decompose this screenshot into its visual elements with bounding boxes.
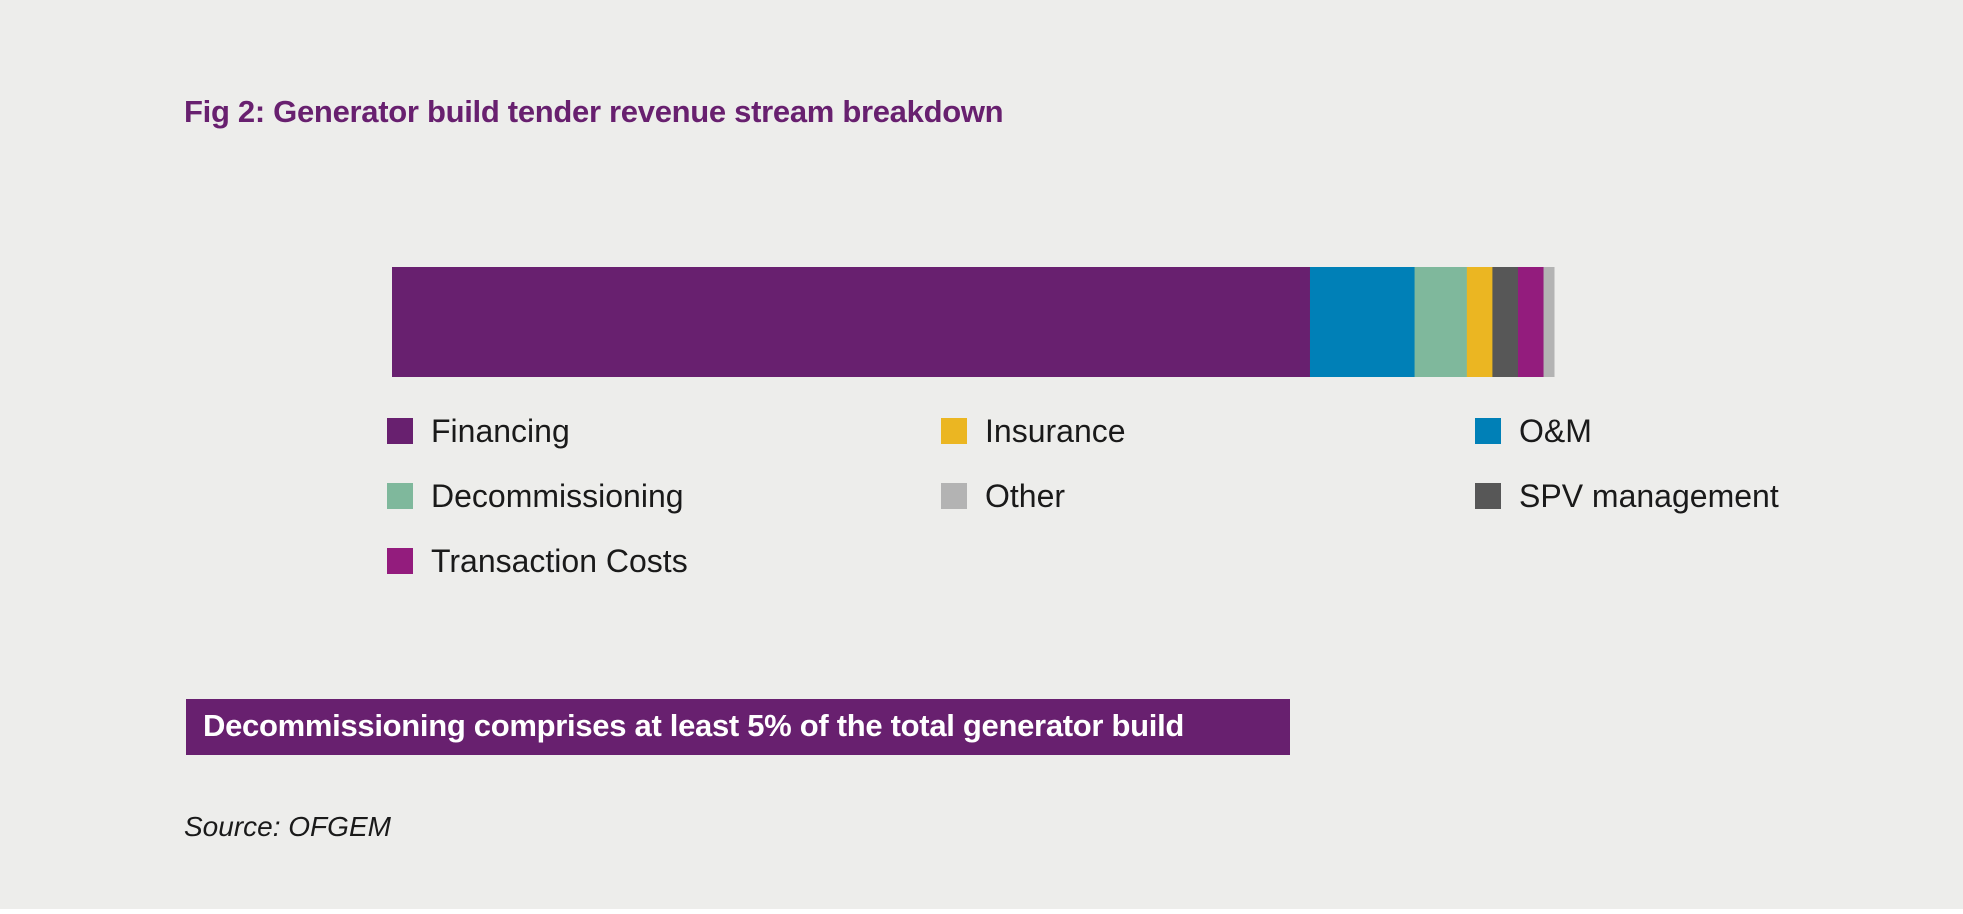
legend-item-spv-management: SPV management	[1475, 476, 1779, 516]
legend-item-decommissioning: Decommissioning	[387, 476, 684, 516]
legend-swatch-transaction-costs	[387, 548, 413, 574]
legend-item-transaction-costs: Transaction Costs	[387, 541, 688, 581]
legend-label-other: Other	[985, 477, 1066, 514]
bar-segment-other	[1543, 267, 1555, 377]
bar-segment-insurance	[1466, 267, 1493, 377]
legend-label-decommissioning: Decommissioning	[431, 477, 684, 514]
bar-segment-spv-management	[1492, 267, 1519, 377]
source-note: Source: OFGEM	[184, 811, 391, 842]
legend-item-o-m: O&M	[1475, 411, 1592, 451]
legend-swatch-other	[941, 483, 967, 509]
legend-label-financing: Financing	[431, 412, 570, 449]
bar-segment-financing	[392, 267, 1311, 377]
legend-swatch-o-m	[1475, 418, 1501, 444]
chart-title: Fig 2: Generator build tender revenue st…	[184, 94, 1004, 129]
legend-item-insurance: Insurance	[941, 411, 1126, 451]
legend-item-other: Other	[941, 476, 1065, 516]
legend-label-transaction-costs: Transaction Costs	[431, 542, 688, 579]
legend-swatch-insurance	[941, 418, 967, 444]
legend-label-o-m: O&M	[1519, 412, 1592, 449]
legend-swatch-financing	[387, 418, 413, 444]
legend-label-insurance: Insurance	[985, 412, 1126, 449]
bar-segment-decommissioning	[1414, 267, 1468, 377]
bar-segment-transaction-costs	[1517, 267, 1545, 377]
legend-swatch-spv-management	[1475, 483, 1501, 509]
stacked-bar	[392, 267, 1555, 377]
legend-label-spv-management: SPV management	[1519, 477, 1779, 514]
bar-segment-o-m	[1309, 267, 1416, 377]
callout-text: Decommissioning comprises at least 5% of…	[203, 708, 1185, 743]
callout-banner: Decommissioning comprises at least 5% of…	[186, 699, 1290, 755]
legend-swatch-decommissioning	[387, 483, 413, 509]
legend-item-financing: Financing	[387, 411, 570, 451]
